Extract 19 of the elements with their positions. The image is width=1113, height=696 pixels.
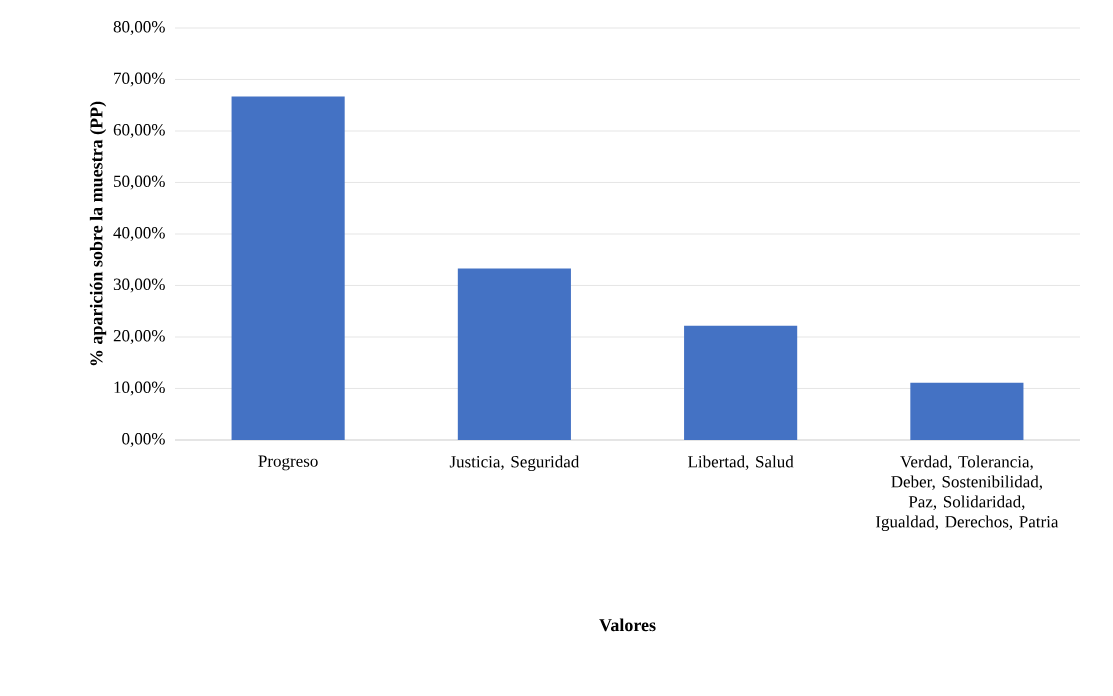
bar (684, 325, 798, 440)
y-tick-label: 20,00% (113, 330, 165, 344)
y-tick-label: 40,00% (113, 227, 165, 241)
y-tick-label: 60,00% (113, 124, 165, 138)
y-tick-label: 70,00% (114, 72, 165, 87)
y-axis-title: % aparición sobre la muestra (PP) (89, 101, 107, 366)
y-tick-label: 50,00% (114, 175, 165, 190)
y-tick-label: 30,00% (113, 278, 165, 293)
bar (910, 382, 1024, 440)
x-tick-label: Verdad, Tolerancia, Deber, Sostenibilidad, Paz, Solidaridad, Igualdad, Derechos, Patria (875, 455, 1059, 531)
x-tick-label: Libertad, Salud (688, 455, 794, 470)
y-tick-label: 10,00% (114, 381, 165, 396)
bar (457, 268, 571, 440)
y-tick-label: 0,00% (122, 433, 165, 447)
x-tick-label: Justicia, Seguridad (449, 455, 580, 471)
x-axis-title: Valores (599, 618, 656, 632)
bar (231, 96, 345, 440)
y-tick-label: 80,00% (113, 21, 165, 35)
x-tick-label: Progreso (258, 455, 318, 471)
